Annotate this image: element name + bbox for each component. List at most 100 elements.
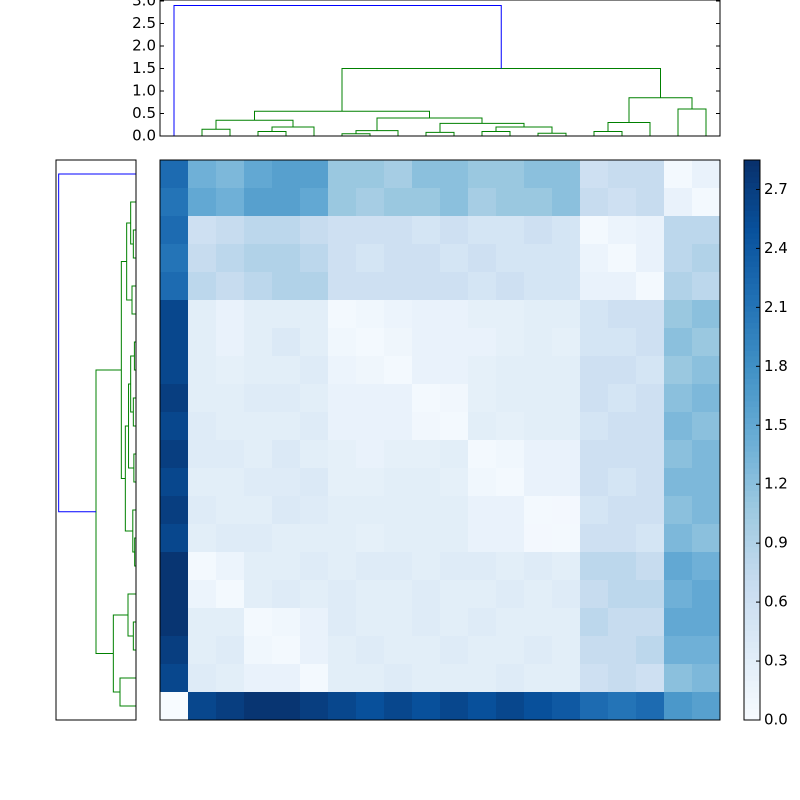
heatmap-cell [160,524,189,553]
heatmap-cell [328,384,357,413]
heatmap-cell [356,412,385,441]
heatmap-cell [468,440,497,469]
heatmap-cell [636,692,665,721]
heatmap-cell [440,496,469,525]
y-tick-label: 1.0 [132,82,156,100]
heatmap-cell [216,664,245,693]
heatmap-cell [580,384,609,413]
colorbar-segment [744,647,760,654]
heatmap-cell [272,468,301,497]
heatmap-cell [384,496,413,525]
heatmap-cell [552,328,581,357]
heatmap-cell [188,300,217,329]
heatmap-cell [328,356,357,385]
heatmap-cell [552,160,581,189]
heatmap-cell [552,524,581,553]
heatmap-cell [356,244,385,273]
heatmap-cell [412,636,441,665]
heatmap-cell [188,216,217,245]
heatmap-cell [552,356,581,385]
dendrogram-link [593,131,623,136]
heatmap-cell [524,216,553,245]
heatmap-cell [664,216,693,245]
dendrogram-link [120,261,127,479]
dendrogram-link [425,131,455,136]
colorbar-segment [744,384,760,391]
heatmap-cell [188,636,217,665]
colorbar-segment [744,496,760,503]
dendrogram-link [131,285,136,315]
colorbar-tick-label: 1.8 [764,357,788,375]
colorbar-segment [744,658,760,665]
heatmap-cell [244,356,273,385]
heatmap-cell [412,608,441,637]
colorbar-segment [744,580,760,587]
colorbar-segment [744,552,760,559]
heatmap-cell [272,524,301,553]
heatmap-cell [244,608,273,637]
heatmap-cell [272,580,301,609]
heatmap-cell [272,272,301,301]
heatmap-cell [412,272,441,301]
heatmap-cell [692,328,721,357]
heatmap-cell [300,300,329,329]
heatmap-cell [468,664,497,693]
colorbar-segment [744,490,760,497]
heatmap-cell [272,216,301,245]
heatmap-cell [496,552,525,581]
heatmap-cell [188,552,217,581]
heatmap-cell [496,356,525,385]
colorbar-tick-label: 2.4 [764,239,788,257]
heatmap-cell [692,524,721,553]
heatmap-cell [692,300,721,329]
heatmap-cell [160,468,189,497]
colorbar-segment [744,669,760,676]
heatmap-cell [440,468,469,497]
heatmap-cell [412,160,441,189]
colorbar-segment [744,680,760,687]
heatmap-cell [552,384,581,413]
heatmap-cell [692,356,721,385]
colorbar-segment [744,294,760,301]
heatmap-cell [384,244,413,273]
heatmap-cell [272,440,301,469]
colorbar-segment [744,406,760,413]
dendrogram-link [130,355,135,413]
heatmap-cell [328,216,357,245]
heatmap-cell [216,188,245,217]
heatmap-cell [636,608,665,637]
heatmap-cell [440,524,469,553]
y-tick-label: 3.0 [132,0,156,10]
heatmap-cell [524,608,553,637]
heatmap-cell [272,692,301,721]
heatmap-cell [356,188,385,217]
axes-frame [159,0,721,137]
heatmap-cell [300,496,329,525]
heatmap-cell [692,188,721,217]
heatmap-cell [440,692,469,721]
heatmap-cell [468,300,497,329]
y-tick-label: 0.5 [132,104,156,122]
heatmap-cell [188,524,217,553]
heatmap-cell [664,356,693,385]
heatmap-cell [608,664,637,693]
heatmap-cell [496,300,525,329]
heatmap-cell [412,552,441,581]
colorbar-segment [744,568,760,575]
heatmap-cell [524,524,553,553]
heatmap-cell [356,496,385,525]
heatmap-cell [216,272,245,301]
heatmap-cell [300,160,329,189]
heatmap-cell [412,496,441,525]
heatmap-cell [692,216,721,245]
heatmap-cell [580,468,609,497]
colorbar-segment [744,428,760,435]
heatmap-cell [580,608,609,637]
heatmap-cell [188,384,217,413]
heatmap-cell [188,692,217,721]
colorbar-segment [744,630,760,637]
colorbar-segment [744,417,760,424]
heatmap-cell [188,412,217,441]
heatmap-cell [328,692,357,721]
heatmap-cell [160,440,189,469]
